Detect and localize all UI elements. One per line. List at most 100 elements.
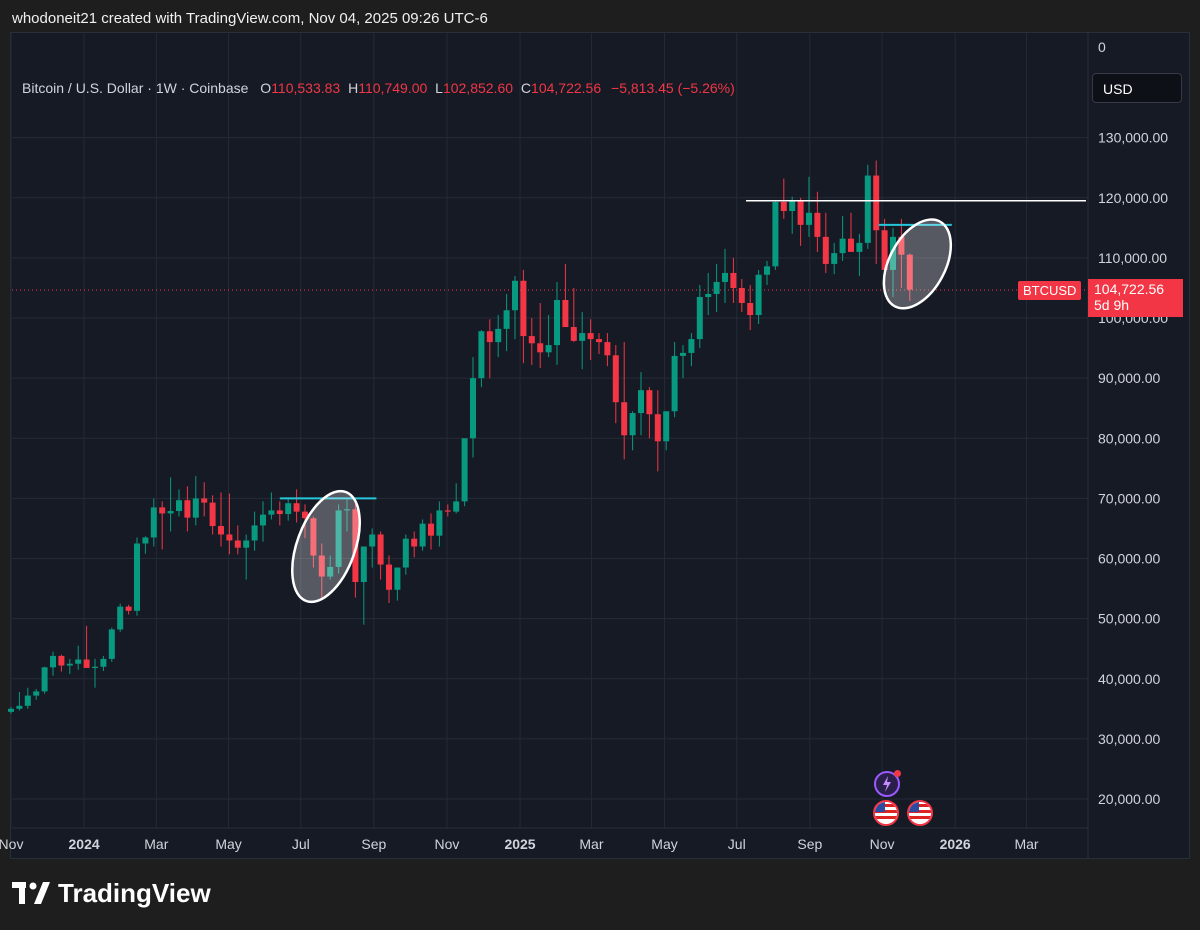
candle-body — [234, 540, 241, 548]
candle-body — [41, 667, 48, 692]
y-tick-label: 40,000.00 — [1098, 671, 1160, 687]
candle-body — [117, 606, 124, 630]
candle-body — [612, 355, 619, 403]
highlight-ellipse-2024 — [291, 489, 361, 604]
candle-body — [596, 339, 602, 343]
brand-name: TradingView — [58, 878, 211, 908]
candle-body — [545, 345, 552, 353]
candle-body — [713, 281, 720, 294]
candle-body — [310, 518, 317, 556]
candle-body — [335, 510, 342, 567]
candle-body — [150, 507, 157, 538]
candle-body — [864, 175, 871, 243]
x-tick-label: 2025 — [504, 836, 535, 852]
candle-body — [134, 543, 140, 611]
candle-body — [831, 253, 838, 264]
annotations — [279, 200, 1086, 604]
candle-body — [486, 331, 493, 343]
candle-body — [201, 498, 208, 503]
candle-body — [243, 540, 250, 548]
x-tick-label: Jul — [728, 836, 746, 852]
open-value: 110,533.83 — [271, 80, 341, 96]
candle-body — [192, 498, 199, 518]
low-value: 102,852.60 — [442, 80, 514, 96]
candle-body — [251, 525, 258, 541]
open-label: O — [260, 80, 272, 96]
candles — [8, 160, 913, 714]
candle-body — [789, 200, 796, 212]
candle-body — [570, 327, 577, 341]
lightning-event-icon[interactable] — [874, 770, 901, 797]
candle-body — [663, 411, 670, 442]
candle-body — [780, 202, 787, 212]
us-flag-event-icon[interactable] — [873, 800, 899, 826]
candle-body — [688, 339, 695, 353]
candle-body — [75, 659, 82, 664]
candle-body — [318, 555, 325, 577]
candle-body — [495, 328, 502, 343]
chart-panel[interactable] — [10, 32, 1190, 859]
candle-body — [461, 438, 468, 502]
candle-body — [16, 705, 23, 709]
candle-body — [562, 300, 569, 328]
y-tick-label: 70,000.00 — [1098, 490, 1160, 506]
candle-body — [394, 567, 401, 590]
candle-body — [755, 274, 762, 316]
chart-attribution: whodoneit21 created with TradingView.com… — [12, 10, 488, 27]
candle-body — [898, 236, 905, 255]
candle-body — [722, 272, 728, 282]
close-label: C — [520, 80, 532, 96]
candle-body — [159, 507, 166, 514]
candle-body — [176, 500, 182, 512]
candle-body — [478, 331, 485, 379]
candle-body — [587, 333, 594, 340]
bar-countdown: 5d 9h — [1094, 297, 1130, 313]
candle-body — [402, 538, 409, 568]
symbol-name[interactable]: Bitcoin / U.S. Dollar · 1W · Coinbase — [22, 80, 249, 96]
high-value: 110,749.00 — [358, 80, 428, 96]
y-tick-label: 120,000.00 — [1098, 190, 1168, 206]
last-price-tag: 104,722.56 5d 9h — [1088, 279, 1183, 317]
us-flag-event-icon[interactable] — [907, 800, 933, 826]
candle-body — [839, 238, 846, 254]
candle-body — [654, 414, 661, 442]
candle-body — [377, 534, 384, 565]
candle-body — [436, 510, 443, 536]
candle-body — [806, 212, 812, 225]
x-tick-label: Sep — [797, 836, 822, 852]
candle-body — [411, 538, 418, 547]
y-tick-label: 110,000.00 — [1098, 250, 1167, 266]
candle-body — [108, 629, 115, 659]
candle-body — [24, 695, 31, 706]
candle-body — [814, 212, 821, 237]
candle-body — [66, 663, 73, 666]
tradingview-logo[interactable]: TradingView — [12, 878, 211, 909]
candle-body — [848, 238, 854, 252]
candle-body — [797, 200, 804, 225]
x-tick-label: Mar — [1014, 836, 1038, 852]
x-tick-label: Mar — [144, 836, 168, 852]
currency-button[interactable]: USD — [1092, 73, 1182, 103]
candle-body — [537, 343, 544, 353]
y-tick-label: 50,000.00 — [1098, 611, 1160, 627]
low-label: L — [435, 80, 443, 96]
ohlc-legend: Bitcoin / U.S. Dollar · 1W · Coinbase O1… — [22, 80, 735, 96]
x-tick-label: Nov — [870, 836, 895, 852]
candle-body — [268, 510, 275, 515]
y-axis: 0130,000.00120,000.00110,000.00100,000.0… — [1098, 39, 1168, 807]
candle-body — [92, 666, 98, 668]
high-label: H — [348, 80, 359, 96]
candle-body — [360, 546, 367, 582]
close-value: 104,722.56 — [531, 80, 602, 96]
candle-body — [822, 236, 829, 264]
x-tick-label: Mar — [579, 836, 603, 852]
candle-body — [125, 606, 132, 611]
candle-body — [444, 510, 451, 512]
tradingview-icon — [12, 881, 50, 904]
x-tick-label: May — [651, 836, 677, 852]
candle-body — [512, 280, 518, 311]
candle-body — [293, 503, 300, 512]
candle-body — [327, 566, 334, 577]
x-tick-label: 2026 — [940, 836, 971, 852]
